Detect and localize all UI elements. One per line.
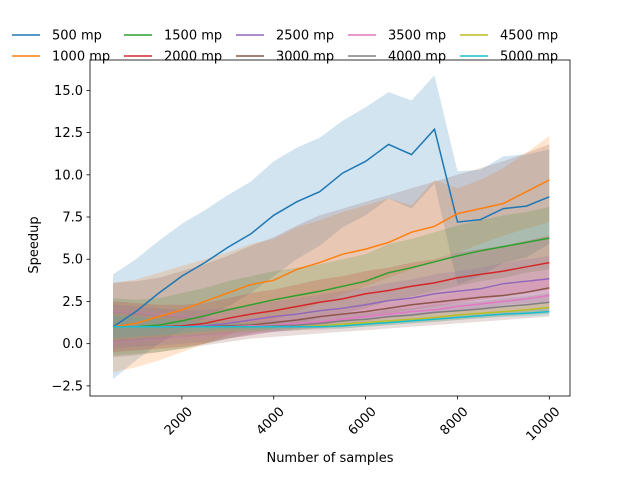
legend-label-2500-mp: 2500 mp [276, 29, 334, 44]
line-2000-mp [113, 261, 550, 328]
line-1000-mp [112, 179, 550, 328]
y-tick-label: 10.0 [54, 168, 83, 183]
y-axis-label: Speedup [27, 216, 42, 273]
band-4000-mp [113, 293, 550, 342]
legend-label-4000-mp: 4000 mp [388, 50, 446, 65]
plot-frame [89, 59, 571, 397]
legend-label-3500-mp: 3500 mp [388, 29, 446, 44]
legend-label-4500-mp: 4500 mp [500, 29, 558, 44]
series-lines [112, 127, 550, 328]
legend-label-1000-mp: 1000 mp [52, 50, 110, 65]
band-4500-mp [113, 301, 550, 341]
band-3000-mp [113, 144, 550, 358]
y-tick-label: −2.5 [51, 379, 83, 394]
legend-label-5000-mp: 5000 mp [500, 50, 558, 65]
line-500-mp [112, 127, 550, 328]
x-axis-label: Number of samples [266, 451, 393, 466]
y-tick-label: 5.0 [62, 253, 83, 268]
band-1500-mp [113, 206, 550, 356]
legend-label-500-mp: 500 mp [52, 29, 102, 44]
y-tick-label: 0.0 [62, 337, 83, 352]
y-tick-label: 15.0 [54, 84, 83, 99]
legend-label-3000-mp: 3000 mp [276, 50, 334, 65]
y-tick-label: 2.5 [62, 295, 83, 310]
band-1000-mp [113, 136, 550, 373]
legend-label-2000-mp: 2000 mp [164, 50, 222, 65]
legend: 500 mp 1000 mp 1500 mp 2000 mp 2500 mp 3000 m… [12, 29, 558, 65]
y-tick-label: 12.5 [54, 126, 83, 141]
line-1500-mp [113, 237, 550, 328]
band-2000-mp [113, 235, 550, 353]
y-tick-label: 7.5 [62, 211, 83, 226]
legend-label-1500-mp: 1500 mp [164, 29, 222, 44]
line-5000-mp [113, 310, 550, 328]
